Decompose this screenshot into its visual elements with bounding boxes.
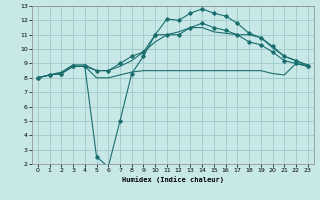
X-axis label: Humidex (Indice chaleur): Humidex (Indice chaleur): [122, 176, 224, 183]
